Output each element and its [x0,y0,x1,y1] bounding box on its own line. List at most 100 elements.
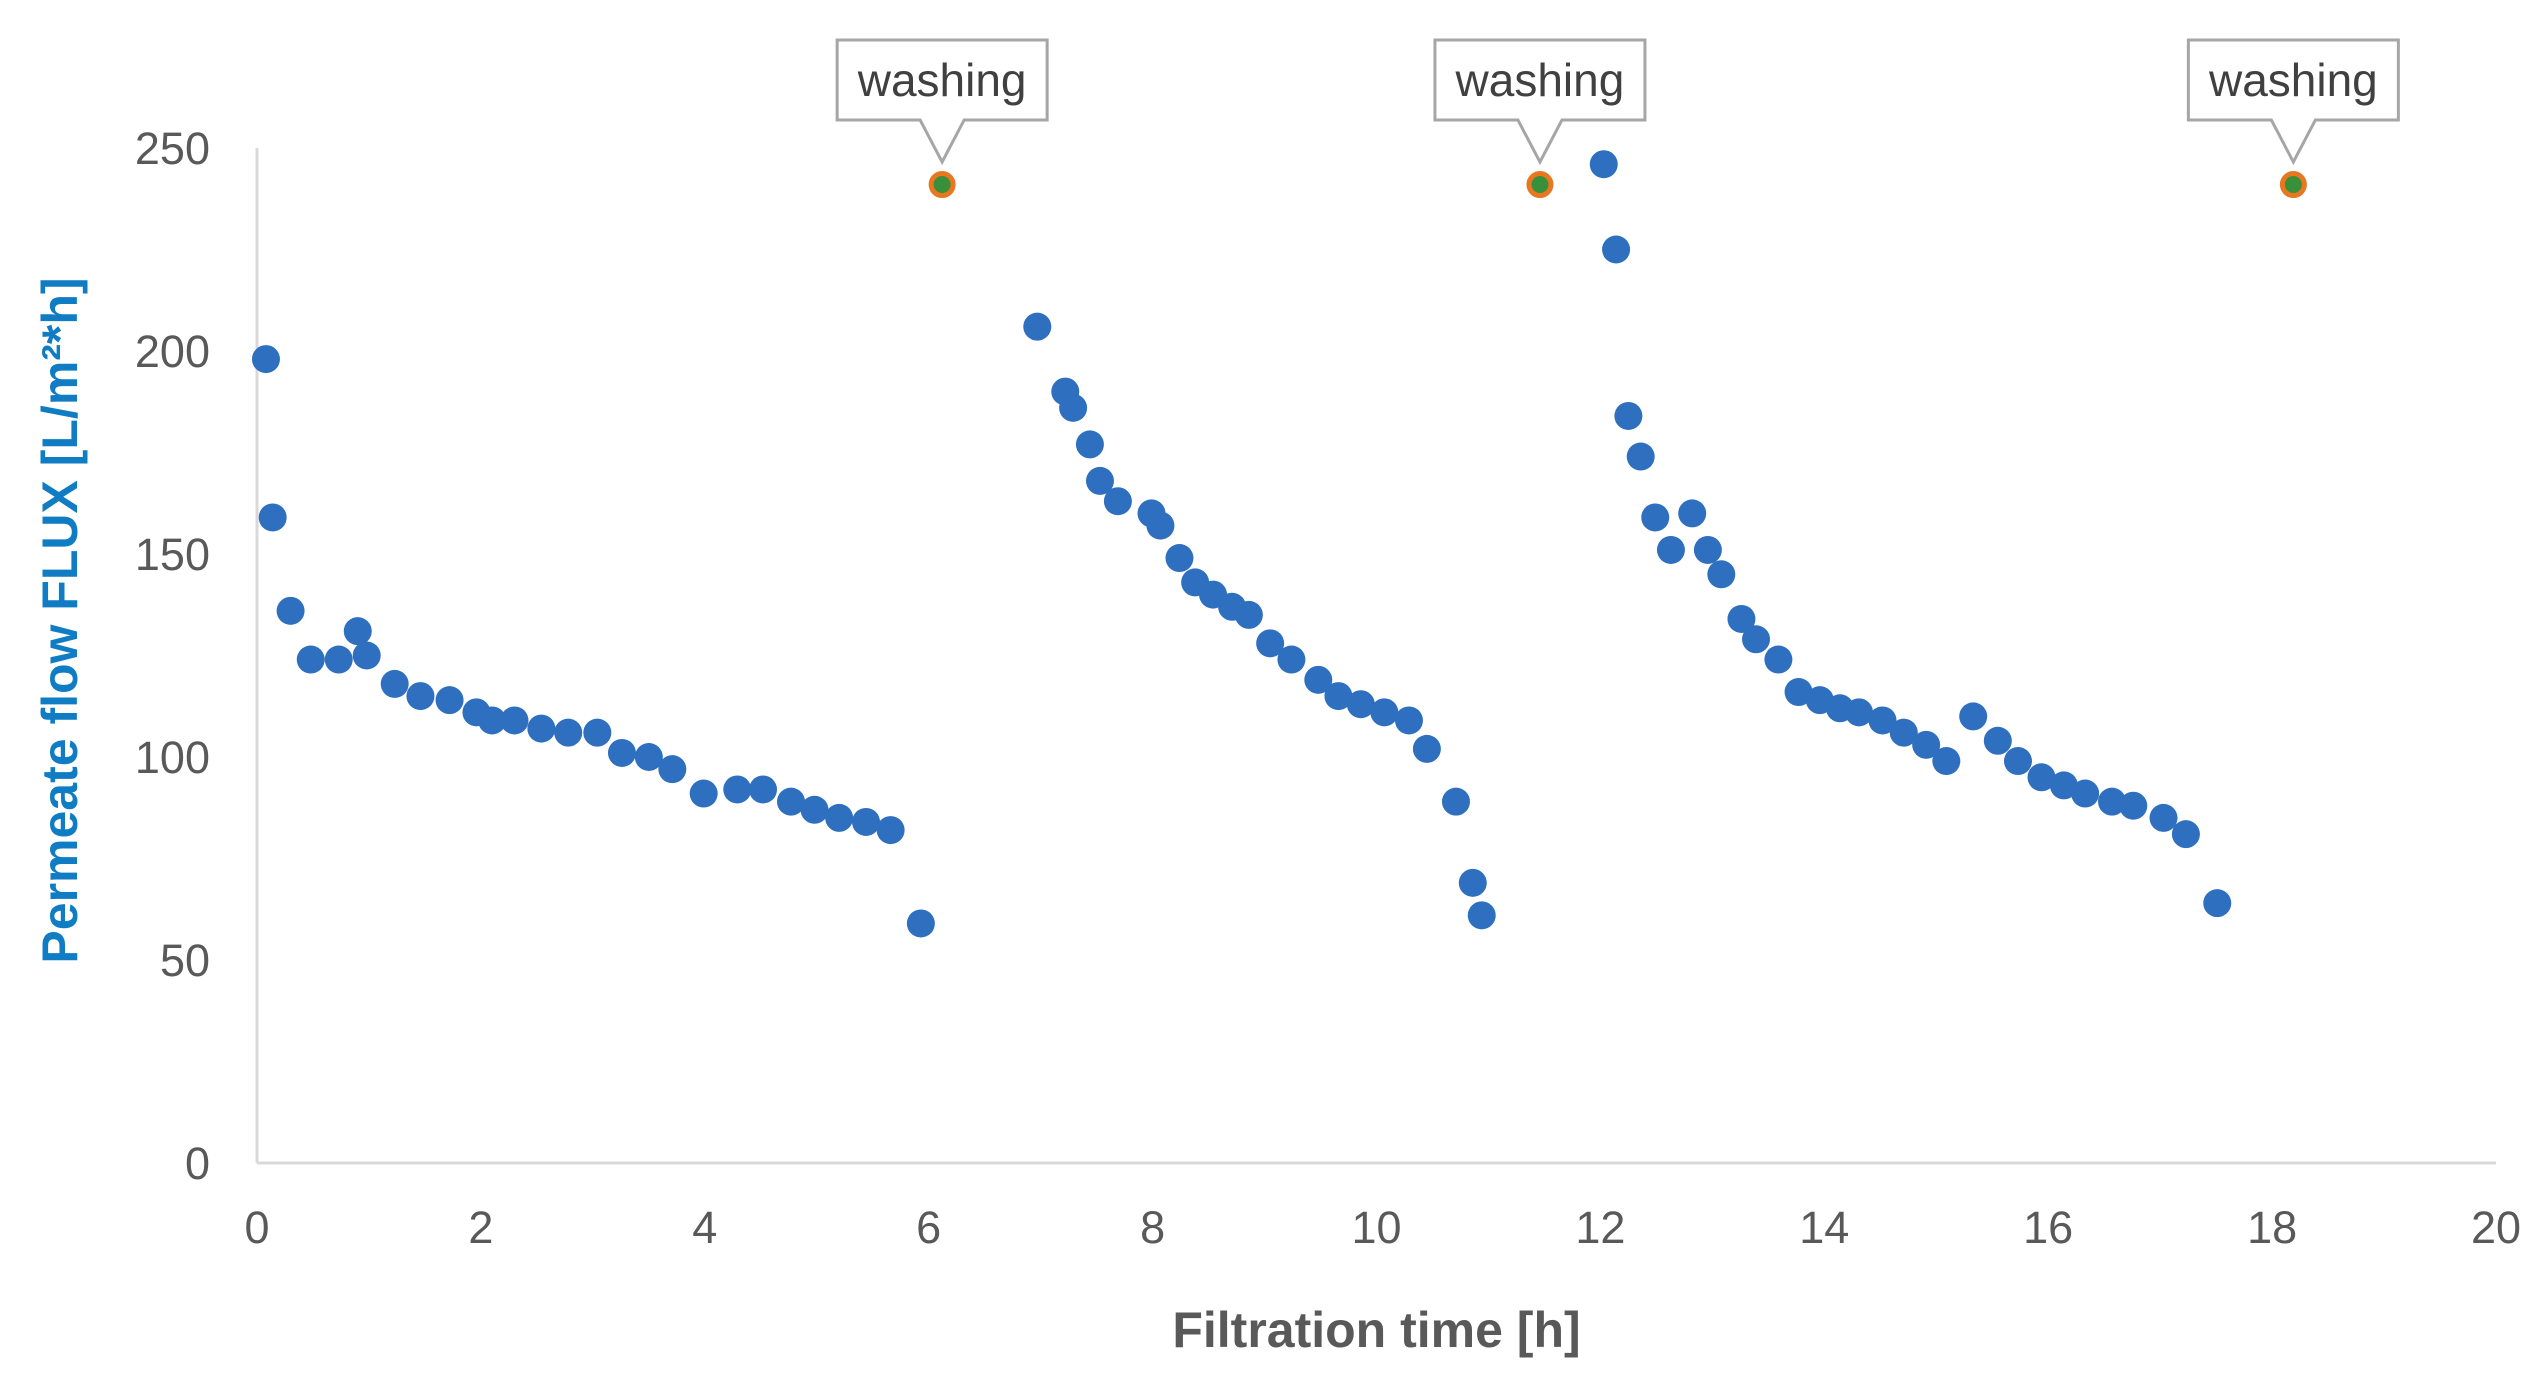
x-tick-label: 18 [2247,1202,2297,1253]
callout-label: washing [2208,54,2378,106]
callout-box [2186,38,2400,166]
x-tick-label: 20 [2471,1202,2521,1253]
data-point [380,669,409,698]
data-point [2003,747,2032,776]
data-point [1959,702,1988,731]
axes [255,148,2496,1165]
data-point [1458,868,1487,897]
data-point [1868,706,1897,735]
x-tick-label: 0 [244,1202,269,1253]
data-point [825,803,854,832]
data-point [1277,645,1306,674]
x-tick-label: 10 [1351,1202,1401,1253]
data-point [852,807,881,836]
y-tick-label: 250 [135,123,210,174]
washing-point [928,171,956,199]
data-point [1932,747,1961,776]
data-point [906,909,935,938]
data-points [251,150,2307,938]
data-point [2119,791,2148,820]
data-point [2071,779,2100,808]
data-point [1889,718,1918,747]
data-point [1589,150,1618,179]
data-point [1023,312,1052,341]
data-point [251,345,280,374]
data-point [2098,787,2127,816]
data-point [634,743,663,771]
washing-point [1526,171,1554,199]
x-tick-label: 16 [2023,1202,2073,1253]
x-tick-label: 6 [916,1202,941,1253]
data-point [500,706,529,735]
x-tick-label: 14 [1799,1202,1849,1253]
data-point [296,645,325,674]
data-point [2203,889,2232,918]
washing-point [2279,171,2307,199]
data-point [1256,629,1285,658]
data-point [1234,600,1263,629]
data-point [1324,682,1353,711]
x-tick-label: 12 [1575,1202,1625,1253]
data-point [1845,698,1874,727]
data-point [478,706,507,735]
data-point [1983,726,2012,755]
x-axis-title: Filtration time [h] [1172,1302,1580,1358]
data-point [1059,393,1088,422]
data-point [2171,820,2200,849]
data-point [1467,901,1496,930]
data-point [1146,511,1175,540]
data-point [689,779,718,808]
data-point [1346,690,1375,719]
data-point [258,503,287,532]
data-point [1370,698,1399,727]
x-tick-labels: 0 2 4 6 8 10 12 14 16 18 20 [244,1202,2521,1253]
data-point [800,795,829,824]
data-point [2049,771,2078,800]
data-point [1626,442,1655,471]
data-point [1656,535,1685,564]
data-point [2027,763,2056,792]
data-point [1678,499,1707,528]
y-tick-label: 200 [135,326,210,377]
data-point [1304,665,1333,694]
callout-box [835,38,1049,166]
data-point [1912,730,1941,759]
data-point [876,816,905,845]
callout-label: washing [857,54,1027,106]
y-tick-labels: 0 50 100 150 200 250 [135,123,210,1189]
x-tick-label: 2 [468,1202,493,1253]
data-point [1742,625,1771,654]
data-point [1075,430,1104,459]
x-tick-label: 8 [1140,1202,1165,1253]
data-point [723,775,752,804]
data-point [1165,544,1194,573]
data-point [1764,645,1793,674]
y-tick-label: 100 [135,732,210,783]
data-point [1614,401,1643,430]
data-point [554,718,583,747]
washing-callouts: washing washing washing [835,38,2400,166]
data-point [2149,803,2178,832]
y-axis-title: Permeate flow FLUX [L/m²*h] [32,277,88,963]
y-tick-label: 50 [160,935,210,986]
data-point [527,714,556,743]
data-point [343,617,372,646]
data-point [777,787,806,816]
data-point [324,645,353,674]
data-point [658,755,687,784]
data-point [1394,706,1423,735]
callout-label: washing [1455,54,1625,106]
data-point [352,641,381,670]
data-point [435,686,464,715]
data-point [583,718,612,747]
y-tick-label: 0 [185,1138,210,1189]
data-point [1085,466,1114,495]
data-point [406,682,435,711]
data-point [1707,560,1736,589]
data-point [276,596,305,625]
data-point [1693,535,1722,564]
data-point [607,738,636,767]
data-point [1641,503,1670,532]
data-point [1784,678,1813,707]
